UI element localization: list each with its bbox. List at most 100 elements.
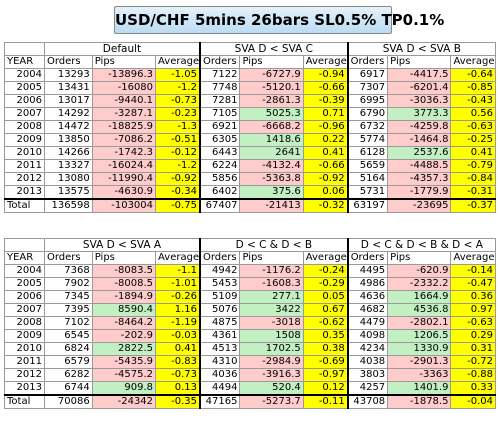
average-cell: -0.62: [302, 316, 349, 330]
pips-cell: 8590.4: [91, 303, 157, 317]
group-name: Default: [43, 42, 201, 56]
pips-cell: 909.8: [91, 381, 157, 396]
pips-cell: -7086.2: [91, 133, 157, 147]
average-cell: -1.3: [155, 120, 201, 134]
pips-cell: -2802.1: [387, 316, 452, 330]
pips-cell: -6727.9: [239, 68, 304, 82]
orders-cell: 6921: [199, 120, 241, 134]
orders-cell: 5109: [199, 290, 241, 304]
orders-cell: 7345: [43, 290, 93, 304]
orders-cell: 13575: [43, 185, 93, 200]
year-cell: 2004: [4, 68, 45, 82]
pips-cell: 277.1: [239, 290, 304, 304]
pips-cell: -5273.7: [239, 394, 304, 409]
column-header: Pips: [91, 55, 157, 69]
orders-cell: 3803: [347, 368, 389, 382]
table-row: 2010 14266 -1742.3 -0.12 6443 2641 0.41 6128 253…: [4, 146, 496, 160]
pips-cell: -4417.5: [387, 68, 452, 82]
pips-cell: -2332.2: [387, 277, 452, 291]
pips-cell: -4357.3: [387, 172, 452, 186]
column-header: Pips: [239, 251, 304, 265]
pips-cell: 1418.6: [239, 133, 304, 147]
table-row: 2004 7368 -8083.5 -1.1 4942 -1176.2 -0.24 4495-…: [4, 264, 496, 278]
orders-cell: 4513: [199, 342, 241, 356]
orders-cell: 6545: [43, 329, 93, 343]
page-title: USD/CHF 5mins 26bars SL0.5% TP0.1%: [114, 6, 444, 34]
column-header-row: YEAR Orders Pips Average Orders Pips Average Or…: [4, 55, 496, 69]
average-cell: -0.51: [155, 133, 201, 147]
orders-cell: 5076: [199, 303, 241, 317]
orders-cell: 13850: [43, 133, 93, 147]
group-name: SVA D < SVA C: [199, 42, 349, 56]
average-cell: 0.06: [302, 185, 349, 200]
average-cell: -1.01: [155, 277, 201, 291]
orders-cell: 4036: [199, 368, 241, 382]
orders-cell: 13017: [43, 94, 93, 108]
pips-cell: -5363.8: [239, 172, 304, 186]
pips-cell: -3018: [239, 316, 304, 330]
table-row: 2011 13327 -16024.4 -1.2 6224 -4132.4 -0.66 565…: [4, 159, 496, 173]
average-cell: -0.25: [450, 133, 496, 147]
average-cell: -0.69: [302, 355, 349, 369]
orders-cell: 14292: [43, 107, 93, 121]
orders-cell: 4875: [199, 316, 241, 330]
pips-cell: 1206.5: [387, 329, 452, 343]
pips-cell: 2822.5: [91, 342, 157, 356]
average-cell: -0.84: [450, 172, 496, 186]
column-header: Average: [155, 251, 201, 265]
year-cell: 2004: [4, 264, 45, 278]
table-row: 2005 13431 -16080 -1.2 7748 -5120.1 -0.66 7307-…: [4, 81, 496, 95]
average-cell: -0.66: [302, 159, 349, 173]
orders-cell: 4257: [347, 381, 389, 396]
pips-cell: 1330.9: [387, 342, 452, 356]
orders-cell: 5856: [199, 172, 241, 186]
orders-cell: 7395: [43, 303, 93, 317]
year-cell: 2013: [4, 381, 45, 396]
average-cell: -0.34: [155, 185, 201, 200]
column-header: Average: [155, 55, 201, 69]
average-cell: -0.35: [155, 394, 201, 409]
column-header: Orders: [43, 55, 93, 69]
average-cell: -0.92: [155, 172, 201, 186]
average-cell: 0.38: [302, 342, 349, 356]
pips-cell: -8008.5: [91, 277, 157, 291]
pips-cell: -18825.9: [91, 120, 157, 134]
year-cell: 2008: [4, 316, 45, 330]
total-row: Total 136598 -103004 -0.75 67407 -21413 -0.32 6…: [4, 198, 496, 213]
average-cell: 0.41: [302, 146, 349, 160]
year-cell: 2013: [4, 185, 45, 200]
average-cell: -0.11: [302, 394, 349, 409]
pips-cell: 2641: [239, 146, 304, 160]
year-cell: 2006: [4, 290, 45, 304]
pips-cell: -11990.4: [91, 172, 157, 186]
year-cell: Total: [4, 394, 45, 409]
column-header: Average: [450, 251, 496, 265]
year-cell: 2011: [4, 159, 45, 173]
pips-cell: -1608.3: [239, 277, 304, 291]
orders-cell: 7105: [199, 107, 241, 121]
average-cell: -0.79: [450, 159, 496, 173]
orders-cell: 7102: [43, 316, 93, 330]
orders-cell: 6443: [199, 146, 241, 160]
year-cell: Total: [4, 198, 45, 213]
pips-cell: -1464.8: [387, 133, 452, 147]
table-row: 2012 6282 -4575.2 -0.73 4036 -3916.3 -0.97 3803…: [4, 368, 496, 382]
average-cell: -0.43: [450, 94, 496, 108]
average-cell: -0.96: [302, 120, 349, 134]
average-cell: -1.2: [155, 81, 201, 95]
pips-cell: -8083.5: [91, 264, 157, 278]
year-cell: 2005: [4, 277, 45, 291]
pips-cell: -3363: [387, 368, 452, 382]
year-cell: 2010: [4, 342, 45, 356]
orders-cell: 7748: [199, 81, 241, 95]
average-cell: -0.73: [155, 94, 201, 108]
average-cell: -0.14: [450, 264, 496, 278]
pips-cell: -1894.9: [91, 290, 157, 304]
table-row: 2013 6744 909.8 0.13 4494 520.4 0.12 4257 1401.9…: [4, 381, 496, 396]
pips-cell: -3036.3: [387, 94, 452, 108]
orders-cell: 7122: [199, 68, 241, 82]
pips-cell: -1878.5: [387, 394, 452, 409]
orders-cell: 6305: [199, 133, 241, 147]
pips-cell: 1401.9: [387, 381, 452, 396]
column-header: Orders: [199, 55, 241, 69]
